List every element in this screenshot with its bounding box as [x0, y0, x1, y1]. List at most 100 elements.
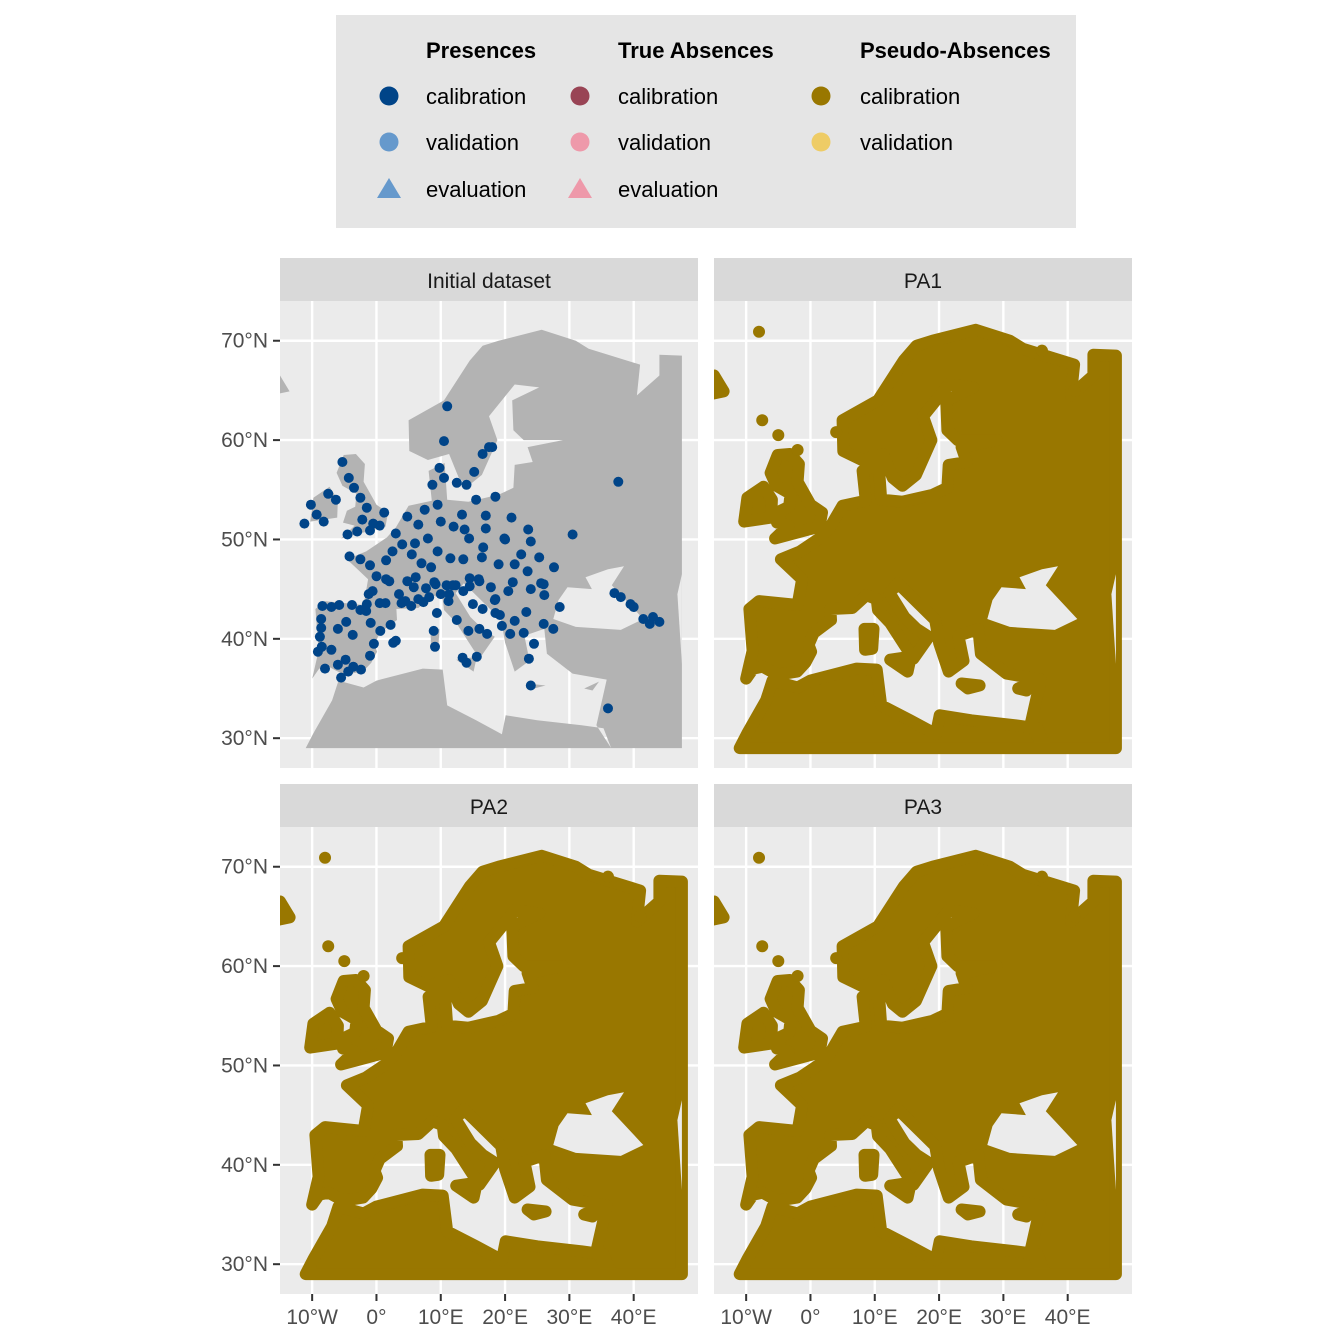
presence-point [406, 601, 417, 611]
presence-point [402, 511, 413, 522]
legend-group-title: Presences [426, 38, 537, 63]
x-tick-label: 20°E [482, 1306, 528, 1329]
legend-key-circle [570, 132, 590, 152]
presence-point [318, 516, 329, 527]
presence-point [469, 466, 480, 477]
facet-strip [280, 258, 698, 301]
presence-point [421, 583, 431, 594]
presence-point [523, 653, 534, 664]
presence-point [332, 659, 343, 670]
x-tick-label: 0° [366, 1306, 386, 1329]
presence-point [474, 623, 485, 634]
presence-point [349, 482, 359, 493]
presence-point [337, 457, 348, 467]
legend-group-title: True Absences [618, 38, 774, 63]
presence-point [523, 524, 534, 535]
inland-sea [553, 1092, 644, 1156]
presence-point [554, 602, 565, 612]
presence-point [518, 627, 529, 638]
presence-point [516, 549, 527, 560]
legend-key-circle [811, 86, 831, 106]
inland-sea [987, 566, 1078, 630]
presence-point [381, 574, 392, 585]
presence-point [457, 509, 467, 520]
presence-point [567, 529, 578, 540]
presence-point [548, 623, 559, 634]
presence-point [344, 551, 355, 562]
presence-point [485, 582, 496, 593]
presence-point [459, 524, 470, 535]
legend-item-label: validation [860, 130, 953, 155]
inland-sea [1111, 574, 1116, 664]
presence-point [365, 650, 375, 661]
presence-point [525, 680, 536, 691]
presence-point [357, 514, 368, 525]
presence-point [341, 616, 352, 627]
pseudo-absence-point [319, 851, 332, 864]
presence-point [480, 523, 491, 534]
presence-point [435, 589, 446, 600]
facet-strip [714, 258, 1132, 301]
presence-point [416, 558, 427, 569]
presence-point [356, 664, 366, 675]
presence-point [390, 528, 401, 539]
legend: Presences calibration validation evaluation… [336, 15, 1076, 228]
presence-point [476, 552, 487, 563]
presence-point [477, 449, 488, 459]
pseudo-absence-point [756, 414, 769, 427]
pseudo-absence-point [830, 426, 843, 439]
pseudo-absence-point [357, 970, 370, 983]
presence-point [314, 631, 325, 642]
facet-strip-label: PA1 [904, 270, 942, 293]
legend-item-label: validation [618, 130, 711, 155]
presence-point [457, 652, 468, 663]
presence-point [375, 625, 386, 636]
presence-point [352, 526, 363, 537]
inland-sea [553, 566, 644, 630]
map-layer [280, 329, 682, 749]
presence-point [482, 628, 493, 639]
legend-key-triangle [377, 178, 401, 198]
presence-point [336, 672, 347, 683]
pseudo-absence-point [830, 952, 843, 965]
presence-point [525, 536, 536, 547]
presence-point [347, 629, 358, 640]
y-tick-label: 50°N [221, 528, 268, 551]
y-tick-label: 40°N [221, 628, 268, 651]
x-tick-label: 0° [800, 1306, 820, 1329]
presence-point [426, 562, 437, 573]
presence-point [471, 651, 482, 662]
presence-point [402, 576, 413, 587]
presence-point [374, 520, 385, 531]
presence-point [342, 529, 353, 540]
inland-sea [677, 1100, 682, 1190]
x-tick-label: 40°E [611, 1306, 657, 1329]
facet-strip-label: PA2 [470, 796, 508, 819]
presence-point [505, 628, 516, 639]
facet-strip-label: PA3 [904, 796, 942, 819]
presence-point [463, 625, 474, 636]
presence-point [493, 559, 504, 570]
pseudo-absence-point [772, 429, 785, 442]
presence-point [316, 641, 327, 652]
legend-item-label: calibration [860, 84, 961, 109]
presence-point [381, 555, 392, 566]
presence-point [432, 546, 443, 557]
pseudo-absence-point [1035, 344, 1048, 357]
pseudo-absence-point [753, 851, 766, 864]
presence-point [539, 590, 550, 601]
presence-point [419, 504, 430, 515]
presence-point [509, 615, 520, 626]
legend-key-circle [379, 132, 399, 152]
legend-key-circle [811, 132, 831, 152]
presence-point [529, 638, 539, 649]
presence-point [534, 552, 545, 563]
presence-point [473, 574, 484, 585]
presence-point [489, 595, 500, 606]
presence-point [496, 620, 507, 631]
facet-strip-label: Initial dataset [427, 270, 551, 293]
presence-point [509, 559, 520, 570]
pseudo-absence-point [634, 910, 647, 923]
legend-key-triangle [568, 178, 592, 198]
